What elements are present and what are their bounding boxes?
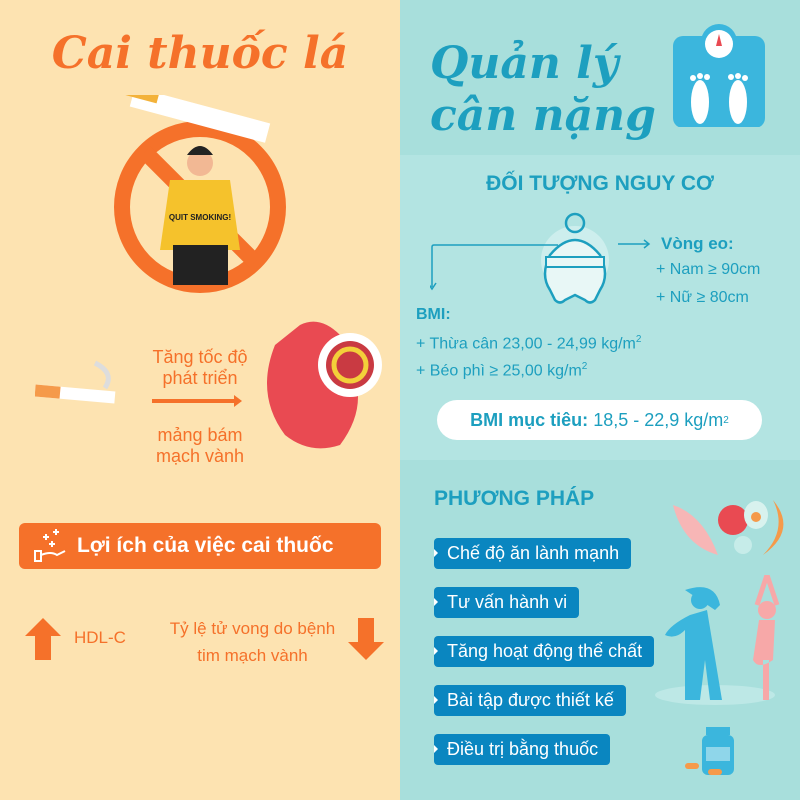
medicine-bottle-icon [685,727,734,775]
heart-artery-illustration [267,321,382,449]
method-exercise: Bài tập được thiết kế [434,685,626,716]
exercise-people-icon [655,575,780,705]
hdl-text: HDL-C [74,628,126,647]
weight-title-line2: cân nặng [430,90,656,141]
benefit-banner: Lợi ích của việc cai thuốc [19,523,381,569]
scale-icon [673,24,765,127]
method-diet: Chế độ ăn lành mạnh [434,538,632,569]
method-activity: Tăng hoạt động thể chất [434,636,655,667]
hand-sparkle-icon [34,529,66,562]
healthy-food-icon [673,500,784,555]
waist-female: + Nữ ≥ 80cm [656,289,749,306]
unit-sup: 2 [635,334,642,345]
unit-sup: 2 [581,361,588,372]
bmi-obese: + Béo phì ≥ 25,00 kg/m2 [416,361,587,380]
bmi-overweight: + Thừa cân 23,00 - 24,99 kg/m2 [416,334,641,353]
weight-title-line1: Quản lý [430,38,619,89]
effect-top-text: Tăng tốc độ phát triển [152,347,248,388]
arrow-right-icon [152,395,242,407]
bmi-obese-text: + Béo phì ≥ 25,00 kg/m [416,362,582,380]
bmi-label: BMI: [416,306,451,323]
method-title: PHƯƠNG PHÁP [434,487,595,510]
benefit-title: Lợi ích của việc cai thuốc [77,534,334,557]
bmi-target-value: 18,5 - 22,9 kg/m [588,409,724,430]
waist-label: Vòng eo: [661,234,734,253]
bmi-overweight-text: + Thừa cân 23,00 - 24,99 kg/m [416,335,636,353]
weight-title: Quản lý cân nặng [430,38,656,142]
obese-body-icon [430,212,651,304]
unit-sup: 2 [723,414,729,426]
effect-bottom-text: mảng bám mạch vành [155,425,245,466]
shirt-text: QUIT SMOKING! [169,213,231,222]
method-medication: Điều trị bằng thuốc [434,734,611,765]
quit-smoking-illustration: QUIT SMOKING! [114,95,286,293]
method-behavior: Tư vấn hành vi [434,587,580,618]
smoking-title: Cai thuốc lá [51,28,349,79]
bmi-target-badge: BMI mục tiêu: 18,5 - 22,9 kg/m 2 [437,400,762,440]
bmi-target-label: BMI mục tiêu: [470,409,589,430]
waist-male: + Nam ≥ 90cm [656,261,761,278]
arrow-up-icon [25,618,61,660]
arrow-down-icon [348,618,384,660]
cigarette-icon [35,360,116,404]
risk-title: ĐỐI TƯỢNG NGUY CƠ [486,172,714,195]
mortality-text: Tỷ lệ tử vong do bệnh tim mạch vành [169,619,336,665]
